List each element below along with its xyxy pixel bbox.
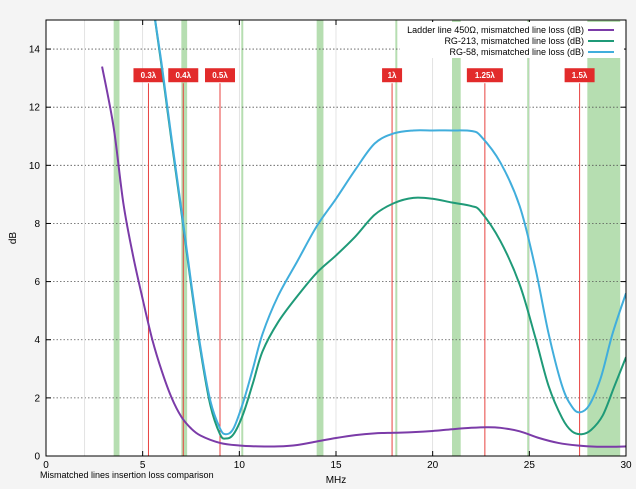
- wavelength-marker-label: 1.25λ: [475, 71, 496, 80]
- marker-group: 0.3λ 0.4λ 0.5λ 1λ 1.25λ 1.5λ: [133, 68, 595, 456]
- wavelength-marker-label: 1λ: [388, 71, 397, 80]
- legend: Ladder line 450Ω, mismatched line loss (…: [400, 22, 624, 58]
- wavelength-marker-label: 0.4λ: [175, 71, 191, 80]
- y-tick-label: 10: [29, 161, 41, 172]
- y-tick-label: 6: [34, 277, 40, 288]
- x-tick-label: 20: [427, 460, 439, 471]
- series-line-1: [101, 66, 626, 448]
- x-tick-label: 15: [330, 460, 342, 471]
- y-axis-label: dB: [8, 232, 19, 245]
- x-axis-label: MHz: [326, 475, 347, 486]
- y-tick-label: 8: [34, 219, 40, 230]
- wavelength-marker-badge: [564, 68, 595, 83]
- y-tick-label: 0: [34, 452, 40, 463]
- wavelength-marker-badge: [168, 68, 199, 83]
- ham-band: [452, 20, 461, 456]
- legend-label-3: RG-58, mismatched line loss (dB): [449, 47, 584, 57]
- y-tick-label: 2: [34, 393, 40, 404]
- y-tick-label: 4: [34, 335, 40, 346]
- ham-band: [395, 20, 398, 456]
- wavelength-marker-label: 0.5λ: [212, 71, 228, 80]
- wavelength-marker-label: 0.3λ: [141, 71, 157, 80]
- y-tick-label: 12: [29, 103, 41, 114]
- y-tick-label: 14: [29, 45, 41, 56]
- x-tick-label: 25: [524, 460, 536, 471]
- ham-band: [587, 20, 621, 456]
- ham-band: [113, 20, 120, 456]
- wavelength-marker-badge: [466, 68, 503, 83]
- ham-band: [241, 20, 244, 456]
- ham-band: [316, 20, 324, 456]
- wavelength-marker-label: 1.5λ: [572, 71, 588, 80]
- chart-caption: Mismatched lines insertion loss comparis…: [40, 470, 214, 480]
- series-group: [101, 20, 626, 448]
- x-tick-label: 5: [140, 460, 146, 471]
- legend-background: [400, 22, 624, 58]
- x-tick-label: 30: [620, 460, 632, 471]
- wavelength-marker-badge: [382, 68, 403, 83]
- x-tick-label: 10: [234, 460, 246, 471]
- wavelength-marker-badge: [133, 68, 164, 83]
- tick-group: 0 2 4 6 8 10 12 14 0 5 10 15 20 25 30: [29, 20, 632, 471]
- series-line-3: [154, 20, 626, 436]
- legend-label-2: RG-213, mismatched line loss (dB): [444, 36, 584, 46]
- legend-label-1: Ladder line 450Ω, mismatched line loss (…: [407, 25, 584, 35]
- x-tick-label: 0: [43, 460, 49, 471]
- wavelength-marker-badge: [205, 68, 235, 83]
